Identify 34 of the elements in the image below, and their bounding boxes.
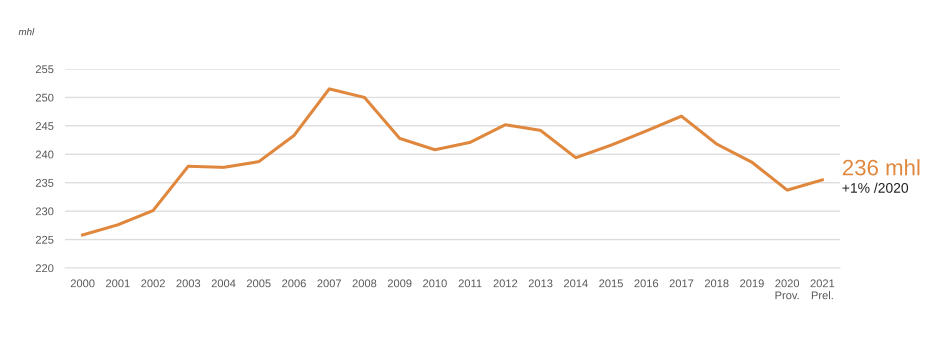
x-tick-label: 2003	[176, 279, 200, 288]
text: 236 mhl	[842, 159, 920, 176]
x-tick-label: 2001	[106, 279, 130, 288]
x-tick-label: 2021 Prel.	[810, 279, 834, 300]
x-tick-label: 2013	[528, 279, 552, 288]
x-tick-label: 2016	[634, 279, 658, 288]
text: +1% /2020	[842, 182, 908, 193]
x-tick-label: 2012	[494, 279, 518, 288]
y-tick-label: 220	[36, 264, 54, 272]
x-tick-label: 2011	[458, 279, 482, 288]
y-axis-title: mhl	[18, 28, 34, 36]
y-tick-label: 230	[36, 207, 54, 216]
y-tick-label: 255	[36, 65, 54, 74]
x-tick-label: 2017	[670, 279, 694, 288]
y-tick-label: 240	[36, 150, 54, 158]
x-tick-label: 2002	[141, 279, 165, 288]
x-tick-label: 2006	[282, 279, 306, 288]
x-tick-label: 2000	[70, 279, 95, 288]
x-tick-label: 2008	[352, 279, 376, 288]
x-tick-label: 2015	[599, 279, 623, 288]
y-tick-label: 245	[36, 122, 54, 130]
x-tick-label: 2014	[564, 279, 588, 288]
x-tick-label: 2007	[317, 279, 342, 288]
y-tick-label: 225	[36, 236, 54, 244]
line-series	[81, 87, 824, 237]
y-tick-label: 250	[36, 94, 54, 102]
x-tick-label: 2010	[423, 279, 447, 288]
x-tick-label: 2004	[212, 279, 236, 288]
x-tick-label: 2020 Prov.	[775, 279, 800, 300]
x-tick-label: 2018	[704, 279, 729, 288]
y-tick-label: 235	[36, 178, 54, 187]
x-tick-label: 2019	[740, 279, 764, 288]
x-tick-label: 2009	[388, 279, 412, 288]
x-tick-label: 2005	[246, 279, 271, 288]
